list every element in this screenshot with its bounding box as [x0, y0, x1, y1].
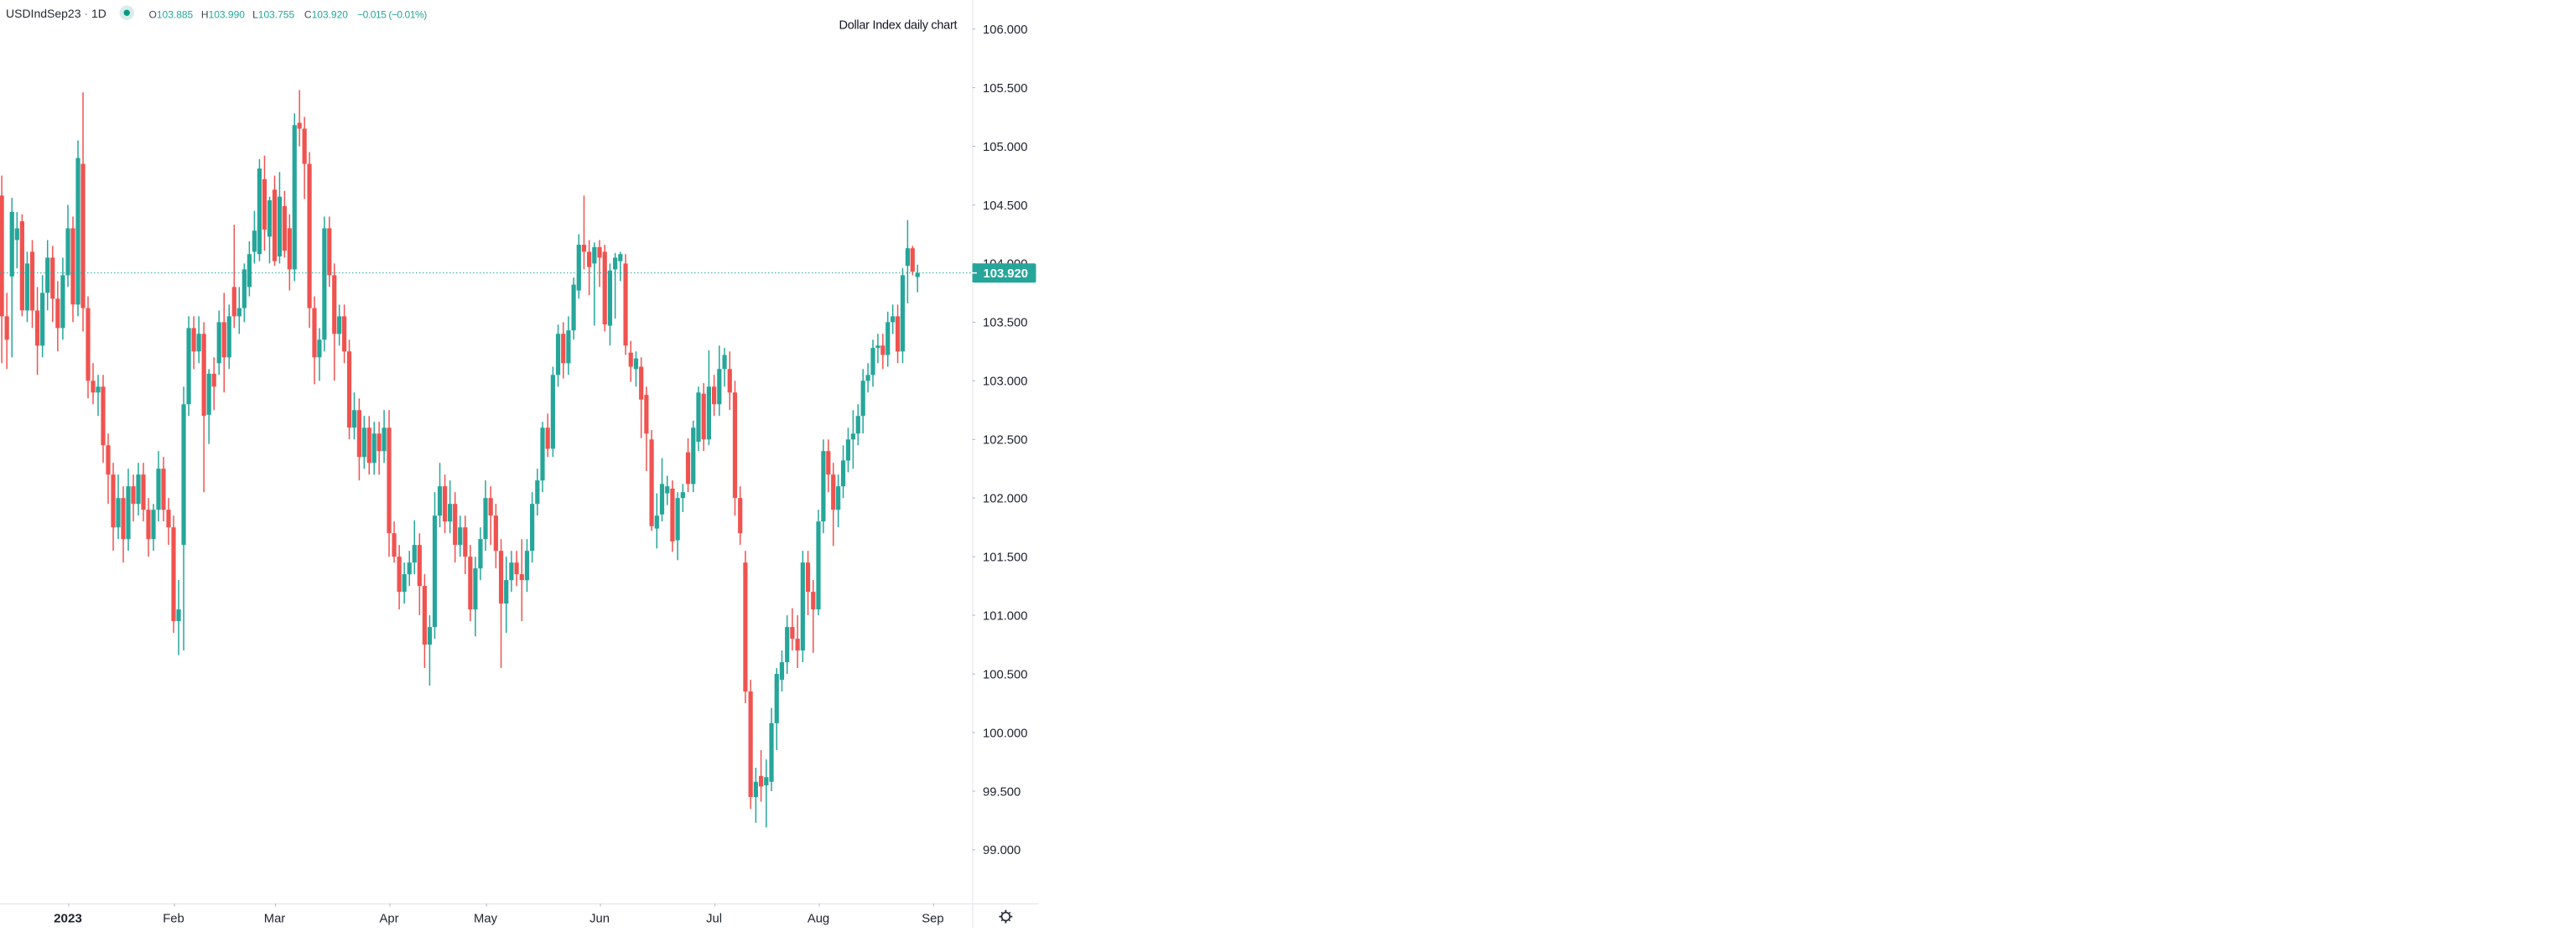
svg-text:103.500: 103.500: [983, 317, 1028, 330]
svg-text:Jun: Jun: [589, 913, 610, 926]
svg-text:100.000: 100.000: [983, 727, 1028, 740]
svg-text:105.500: 105.500: [983, 82, 1028, 96]
svg-text:101.000: 101.000: [983, 609, 1028, 623]
svg-text:102.000: 102.000: [983, 493, 1028, 506]
svg-text:Aug: Aug: [808, 913, 829, 926]
svg-text:Jul: Jul: [706, 913, 722, 926]
svg-text:May: May: [474, 913, 498, 926]
svg-text:99.500: 99.500: [983, 785, 1021, 799]
svg-text:103.000: 103.000: [983, 375, 1028, 389]
svg-text:2023: 2023: [54, 912, 82, 926]
svg-text:Dollar Index daily chart: Dollar Index daily chart: [839, 19, 958, 33]
svg-text:99.000: 99.000: [983, 844, 1021, 857]
svg-text:105.000: 105.000: [983, 141, 1028, 154]
svg-text:102.500: 102.500: [983, 434, 1028, 448]
svg-text:Mar: Mar: [264, 913, 286, 926]
svg-text:100.500: 100.500: [983, 668, 1028, 681]
svg-text:Apr: Apr: [379, 913, 398, 926]
svg-text:104.500: 104.500: [983, 199, 1028, 213]
svg-text:USDIndSep23 · 1D: USDIndSep23 · 1D: [6, 7, 106, 20]
svg-text:101.500: 101.500: [983, 551, 1028, 565]
svg-text:Sep: Sep: [922, 913, 943, 926]
svg-text:Feb: Feb: [163, 913, 184, 926]
svg-text:103.920: 103.920: [984, 267, 1029, 281]
svg-text:106.000: 106.000: [983, 23, 1028, 37]
